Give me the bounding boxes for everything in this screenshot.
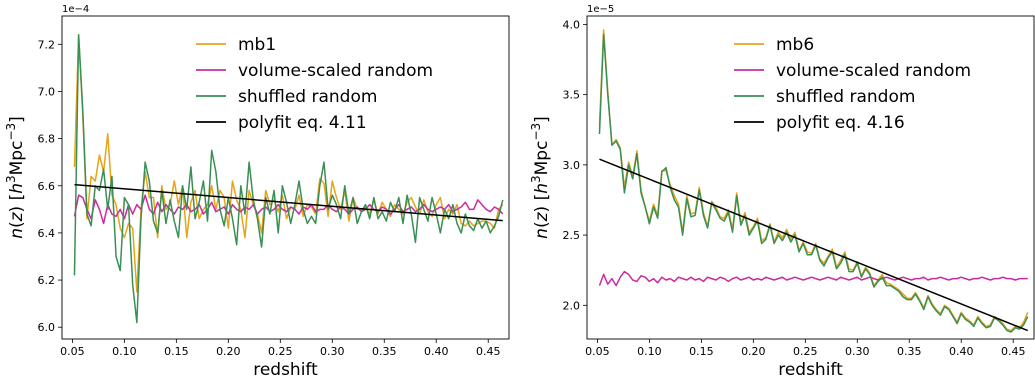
x-tick-label: 0.35 [897,345,922,358]
legend-label: volume-scaled random [238,61,433,81]
y-tick-label: 4.0 [563,18,581,31]
x-tick-label: 0.25 [268,345,293,358]
series-group [598,29,1029,333]
series-group [73,34,504,324]
legend-label: mb1 [238,35,276,55]
series-line-shuffled-random [598,33,1029,333]
legend-label: mb6 [776,35,814,55]
y-tick-label: 6.6 [38,180,56,193]
y-axis-label: n(z) [h3Mpc−3] [529,116,552,239]
y-tick-label: 7.2 [38,38,56,51]
y-tick-label: 2.5 [563,229,581,242]
x-tick-label: 0.30 [845,345,870,358]
x-axis-label: redshift [253,360,318,379]
y-tick-label: 6.2 [38,274,56,287]
legend-label: volume-scaled random [776,61,971,81]
y-tick-label: 3.5 [563,89,581,102]
x-axis-label: redshift [778,360,843,379]
x-tick-label: 0.40 [949,345,974,358]
x-tick-label: 0.10 [637,345,662,358]
x-tick-label: 0.45 [1001,345,1026,358]
x-tick-label: 0.35 [372,345,397,358]
legend-label: polyfit eq. 4.16 [776,113,905,133]
x-tick-label: 0.30 [320,345,345,358]
axis-offset-label: 1e−4 [62,4,89,15]
x-tick-label: 0.15 [164,345,189,358]
x-tick-label: 0.20 [741,345,766,358]
x-tick-label: 0.05 [60,345,85,358]
x-tick-label: 0.05 [585,345,610,358]
y-tick-label: 6.4 [38,227,56,240]
left-chart-panel: 0.05 0.10 0.15 0.20 0.25 0.30 0.35 0.40 0.45 6.0 6… [4,4,510,379]
plot-frame [586,15,1035,340]
x-tick-label: 0.10 [112,345,137,358]
right-chart-panel: 0.05 0.10 0.15 0.20 0.25 0.30 0.35 0.40 0.45 2.0 2… [529,4,1035,379]
y-tick-label: 7.0 [38,85,56,98]
series-line-volume-scaled-random [598,270,1028,287]
y-tick-label: 3.0 [563,159,581,172]
series-line-shuffled-random [73,34,504,324]
series-line-polyfit-eq-4-16 [599,158,1029,332]
x-tick-label: 0.20 [216,345,241,358]
x-tick-label: 0.45 [476,345,501,358]
series-line-polyfit-eq-4-11 [74,183,503,222]
axis-offset-label: 1e−5 [587,4,614,15]
y-tick-label: 2.0 [563,299,581,312]
legend-label: polyfit eq. 4.11 [238,113,367,133]
plot-frame [61,15,510,340]
x-tick-label: 0.25 [793,345,818,358]
legend-label: shuffled random [776,87,915,107]
y-axis-label: n(z) [h3Mpc−3] [4,116,27,239]
y-tick-label: 6.0 [38,321,56,334]
x-tick-label: 0.40 [424,345,449,358]
x-tick-label: 0.15 [689,345,714,358]
y-tick-label: 6.8 [38,133,56,146]
legend-label: shuffled random [238,87,377,107]
